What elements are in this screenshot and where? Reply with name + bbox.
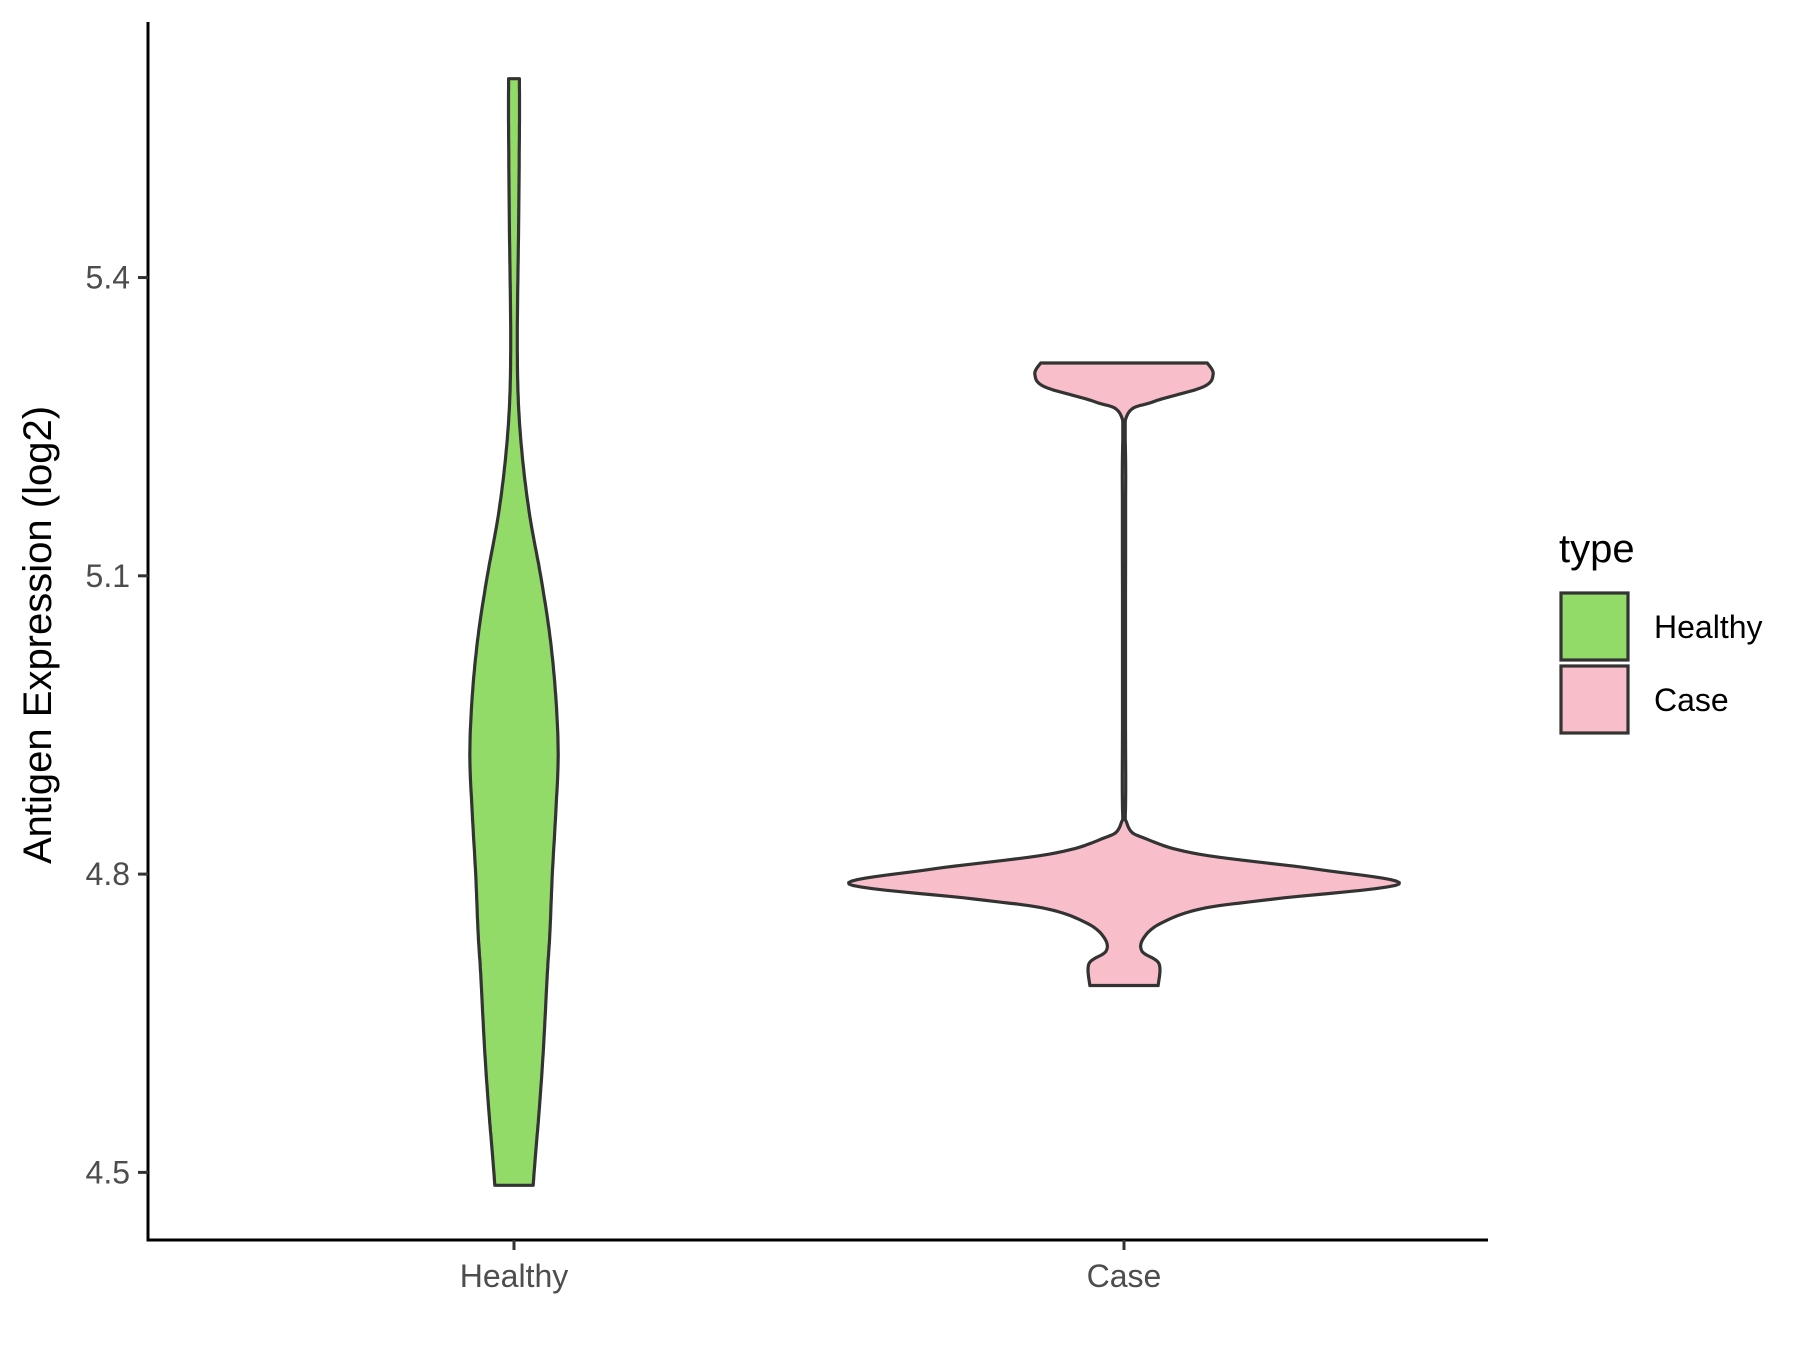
y-axis-title: Antigen Expression (log2): [16, 406, 60, 864]
legend-key-healthy: [1559, 591, 1630, 662]
violin-case: [847, 361, 1401, 988]
legend-label: Healthy: [1654, 609, 1763, 645]
violin-healthy: [468, 77, 560, 1187]
legend-title: type: [1559, 527, 1635, 571]
x-tick-label: Case: [1087, 1258, 1162, 1294]
axes: 4.5 4.8 5.1 5.4 Healthy Case: [86, 22, 1488, 1294]
y-tick-label: 5.1: [86, 558, 130, 594]
y-tick-label: 4.5: [86, 1154, 130, 1190]
violin-layer: [468, 77, 1401, 1187]
legend-label: Case: [1654, 682, 1729, 718]
x-tick-label: Healthy: [460, 1258, 569, 1294]
legend-key-case: [1559, 664, 1630, 735]
legend: type Healthy Case: [1559, 527, 1763, 735]
y-tick-label: 5.4: [86, 260, 130, 296]
y-tick-label: 4.8: [86, 856, 130, 892]
